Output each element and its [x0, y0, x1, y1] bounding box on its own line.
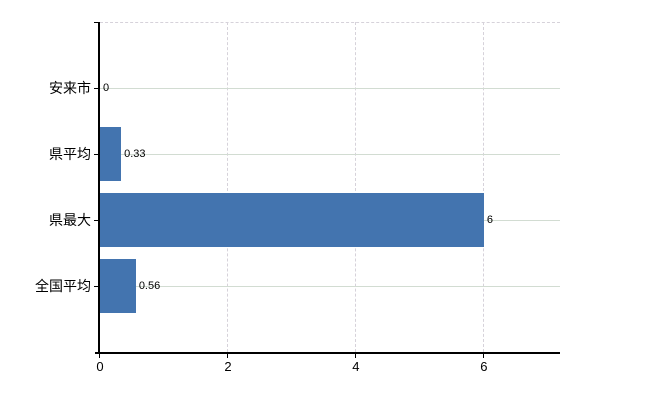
category-label: 全国平均 — [35, 278, 91, 294]
horizontal-gridline — [100, 87, 560, 89]
x-axis — [95, 352, 560, 354]
x-axis-tick — [226, 354, 228, 358]
x-axis-tick — [482, 354, 484, 358]
y-axis-tick — [94, 153, 100, 155]
horizontal-gridline — [100, 153, 560, 155]
x-tick-label: 2 — [224, 359, 232, 374]
bar — [100, 193, 484, 247]
x-axis-tick — [99, 354, 100, 358]
vertical-gridline — [226, 22, 228, 352]
x-tick-label: 4 — [352, 359, 360, 374]
category-label: 安来市 — [49, 80, 91, 96]
value-label: 0 — [103, 82, 110, 94]
value-label: 6 — [486, 214, 493, 226]
plot-top-border — [100, 22, 560, 23]
bar — [100, 259, 136, 313]
value-label: 0.33 — [124, 148, 146, 160]
x-tick-label: 6 — [480, 359, 488, 374]
y-axis-tick — [94, 87, 100, 89]
y-axis-tick — [94, 285, 100, 287]
y-axis-top-tick — [94, 22, 100, 23]
x-axis-tick — [354, 354, 356, 358]
category-label: 県最大 — [49, 212, 91, 228]
vertical-gridline — [482, 22, 484, 352]
category-label: 県平均 — [49, 146, 91, 162]
vertical-gridline — [354, 22, 356, 352]
value-label: 0.56 — [138, 280, 161, 292]
bar — [100, 127, 122, 181]
y-axis-tick — [94, 219, 100, 221]
x-tick-label: 0 — [96, 359, 104, 374]
horizontal-gridline — [100, 285, 560, 287]
y-axis — [98, 22, 100, 352]
